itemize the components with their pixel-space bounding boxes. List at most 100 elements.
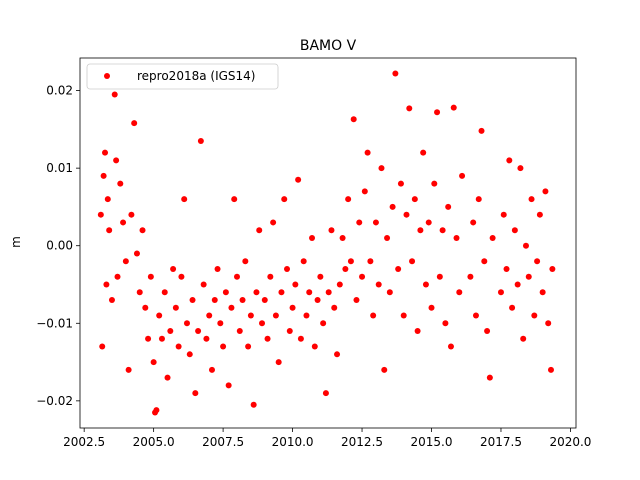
data-point [231,196,238,203]
x-tick-label: 2012.5 [341,435,383,449]
data-point [420,149,427,156]
data-point [189,297,196,304]
data-point [320,320,327,327]
data-point [389,203,396,210]
data-point [425,219,432,226]
data-point [489,234,496,241]
data-point [222,289,229,296]
data-point [150,359,157,366]
data-point [400,312,407,319]
data-point [384,234,391,241]
data-point [514,281,521,288]
x-tick-label: 2005.0 [133,435,175,449]
data-point [106,227,113,234]
data-point [270,219,277,226]
data-point [225,382,232,389]
x-tick-label: 2015.0 [411,435,453,449]
data-point [103,281,110,288]
data-point [486,374,493,381]
data-point [289,304,296,311]
data-point [439,227,446,234]
data-point [317,273,324,280]
data-point [128,211,135,218]
data-point [372,219,379,226]
data-point [414,328,421,335]
data-point [392,70,399,77]
data-point [220,343,227,350]
x-tick-label: 2020.0 [549,435,591,449]
data-point [172,304,179,311]
data-point [181,196,188,203]
data-point [306,289,313,296]
data-point [500,211,507,218]
data-point [509,304,516,311]
data-point [531,312,538,319]
legend-marker [104,73,110,79]
data-point [142,304,149,311]
data-point [286,328,293,335]
data-point [153,407,160,414]
y-tick-label: 0.00 [46,239,73,253]
data-point [131,120,138,127]
data-point [459,172,466,179]
data-point [203,335,210,342]
data-point [403,211,410,218]
data-point [525,273,532,280]
data-point [411,196,418,203]
data-point [183,320,190,327]
data-point [345,196,352,203]
data-point [470,219,477,226]
data-point [136,289,143,296]
data-point [395,265,402,272]
x-tick-label: 2007.5 [202,435,244,449]
data-point [314,297,321,304]
plot-frame [79,57,577,429]
data-point [170,265,177,272]
data-point [336,281,343,288]
data-point [200,281,207,288]
data-point [356,219,363,226]
data-point [147,273,154,280]
data-point [236,328,243,335]
data-point [99,343,106,350]
data-point [347,258,354,265]
data-point [456,289,463,296]
data-point [520,335,527,342]
y-tick-label: −0.02 [36,394,73,408]
data-point [528,196,535,203]
data-point [397,180,404,187]
data-point [442,320,449,327]
data-point [250,401,257,408]
legend-label: repro2018a (IGS14) [137,69,255,83]
data-point [422,281,429,288]
y-axis: −0.02 −0.01 0.00 0.01 0.02 [36,84,80,408]
y-tick-label: 0.01 [46,161,73,175]
data-point [300,258,307,265]
data-point [481,258,488,265]
data-point [292,281,299,288]
data-point [339,234,346,241]
y-tick-label: −0.01 [36,316,73,330]
data-point [208,366,215,373]
x-axis: 2002.5 2005.0 2007.5 2010.0 2012.5 2015.0 2017… [63,428,591,449]
data-point [272,312,279,319]
data-point [417,227,424,234]
data-point [517,165,524,172]
data-point [167,328,174,335]
data-point [436,273,443,280]
data-point [111,91,118,98]
data-point [386,289,393,296]
data-point [145,335,152,342]
data-point [364,149,371,156]
data-point [545,320,552,327]
data-point [361,188,368,195]
y-axis-label: m [9,236,23,248]
data-point [120,219,127,226]
data-point [192,390,199,397]
data-point [309,234,316,241]
data-point [381,366,388,373]
data-point [542,188,549,195]
data-point [434,109,441,116]
data-point [536,211,543,218]
